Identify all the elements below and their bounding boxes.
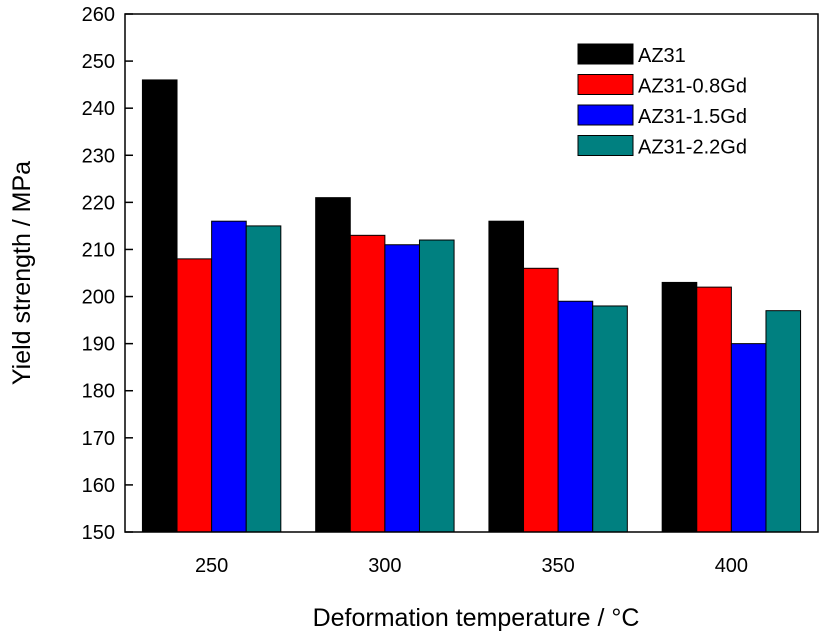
x-tick-label: 350	[541, 555, 574, 577]
bar-AZ31-2.2Gd-350	[592, 305, 628, 533]
y-tick-label: 220	[82, 192, 115, 214]
x-tick-label: 400	[715, 555, 748, 577]
bar-AZ31-250	[141, 79, 178, 533]
y-tick-label: 170	[82, 428, 115, 450]
legend-label-AZ31-2.2Gd: AZ31-2.2Gd	[638, 137, 747, 159]
legend-swatch-AZ31	[577, 43, 634, 65]
y-axis-title: Yield strength / MPa	[8, 161, 36, 385]
bar-AZ31-350	[488, 220, 525, 533]
legend-swatch-AZ31-2.2Gd	[577, 135, 634, 156]
bar-AZ31-2.2Gd-300	[418, 239, 455, 533]
x-tick-label: 250	[195, 555, 228, 577]
x-axis-title: Deformation temperature / °C	[313, 604, 640, 632]
x-tick-label: 300	[368, 555, 401, 577]
y-tick-label: 260	[82, 4, 115, 26]
legend-label-AZ31-1.5Gd: AZ31-1.5Gd	[638, 106, 747, 128]
bar-AZ31-0.8Gd-350	[523, 267, 559, 533]
bar-AZ31-300	[315, 197, 351, 533]
bar-AZ31-0.8Gd-300	[349, 234, 386, 533]
bar-AZ31-1.5Gd-250	[211, 220, 247, 533]
y-tick-label: 250	[82, 51, 115, 73]
y-axis: 150 160 170 180 190 200 210 220 230 240 250 260	[82, 4, 133, 544]
y-tick-label: 160	[82, 475, 115, 497]
legend: AZ31 AZ31-0.8Gd AZ31-1.5Gd AZ31-2.2Gd	[577, 43, 747, 159]
bar-AZ31-2.2Gd-250	[245, 225, 282, 533]
bar-AZ31-1.5Gd-350	[557, 300, 594, 533]
y-tick-label: 190	[82, 334, 115, 356]
y-tick-label: 240	[82, 98, 115, 120]
y-tick-label: 230	[82, 145, 115, 167]
bar-AZ31-400	[661, 281, 698, 533]
legend-swatch-AZ31-0.8Gd	[577, 74, 634, 95]
bar-AZ31-2.2Gd-400	[765, 310, 802, 533]
y-tick-label: 200	[82, 287, 115, 309]
legend-label-AZ31-0.8Gd: AZ31-0.8Gd	[638, 76, 747, 98]
bar-AZ31-0.8Gd-250	[176, 258, 213, 533]
bar-AZ31-0.8Gd-400	[696, 286, 732, 533]
y-tick-label: 210	[82, 239, 115, 261]
legend-swatch-AZ31-1.5Gd	[577, 104, 634, 126]
y-tick-label: 180	[82, 381, 115, 403]
y-tick-label: 150	[82, 522, 115, 544]
x-axis: 250 300 350 400	[195, 555, 748, 577]
bar-AZ31-1.5Gd-400	[730, 343, 767, 533]
legend-label-AZ31: AZ31	[638, 45, 686, 67]
bars-layer	[141, 79, 802, 533]
plot-frame	[124, 13, 819, 533]
bar-AZ31-1.5Gd-300	[384, 244, 420, 533]
